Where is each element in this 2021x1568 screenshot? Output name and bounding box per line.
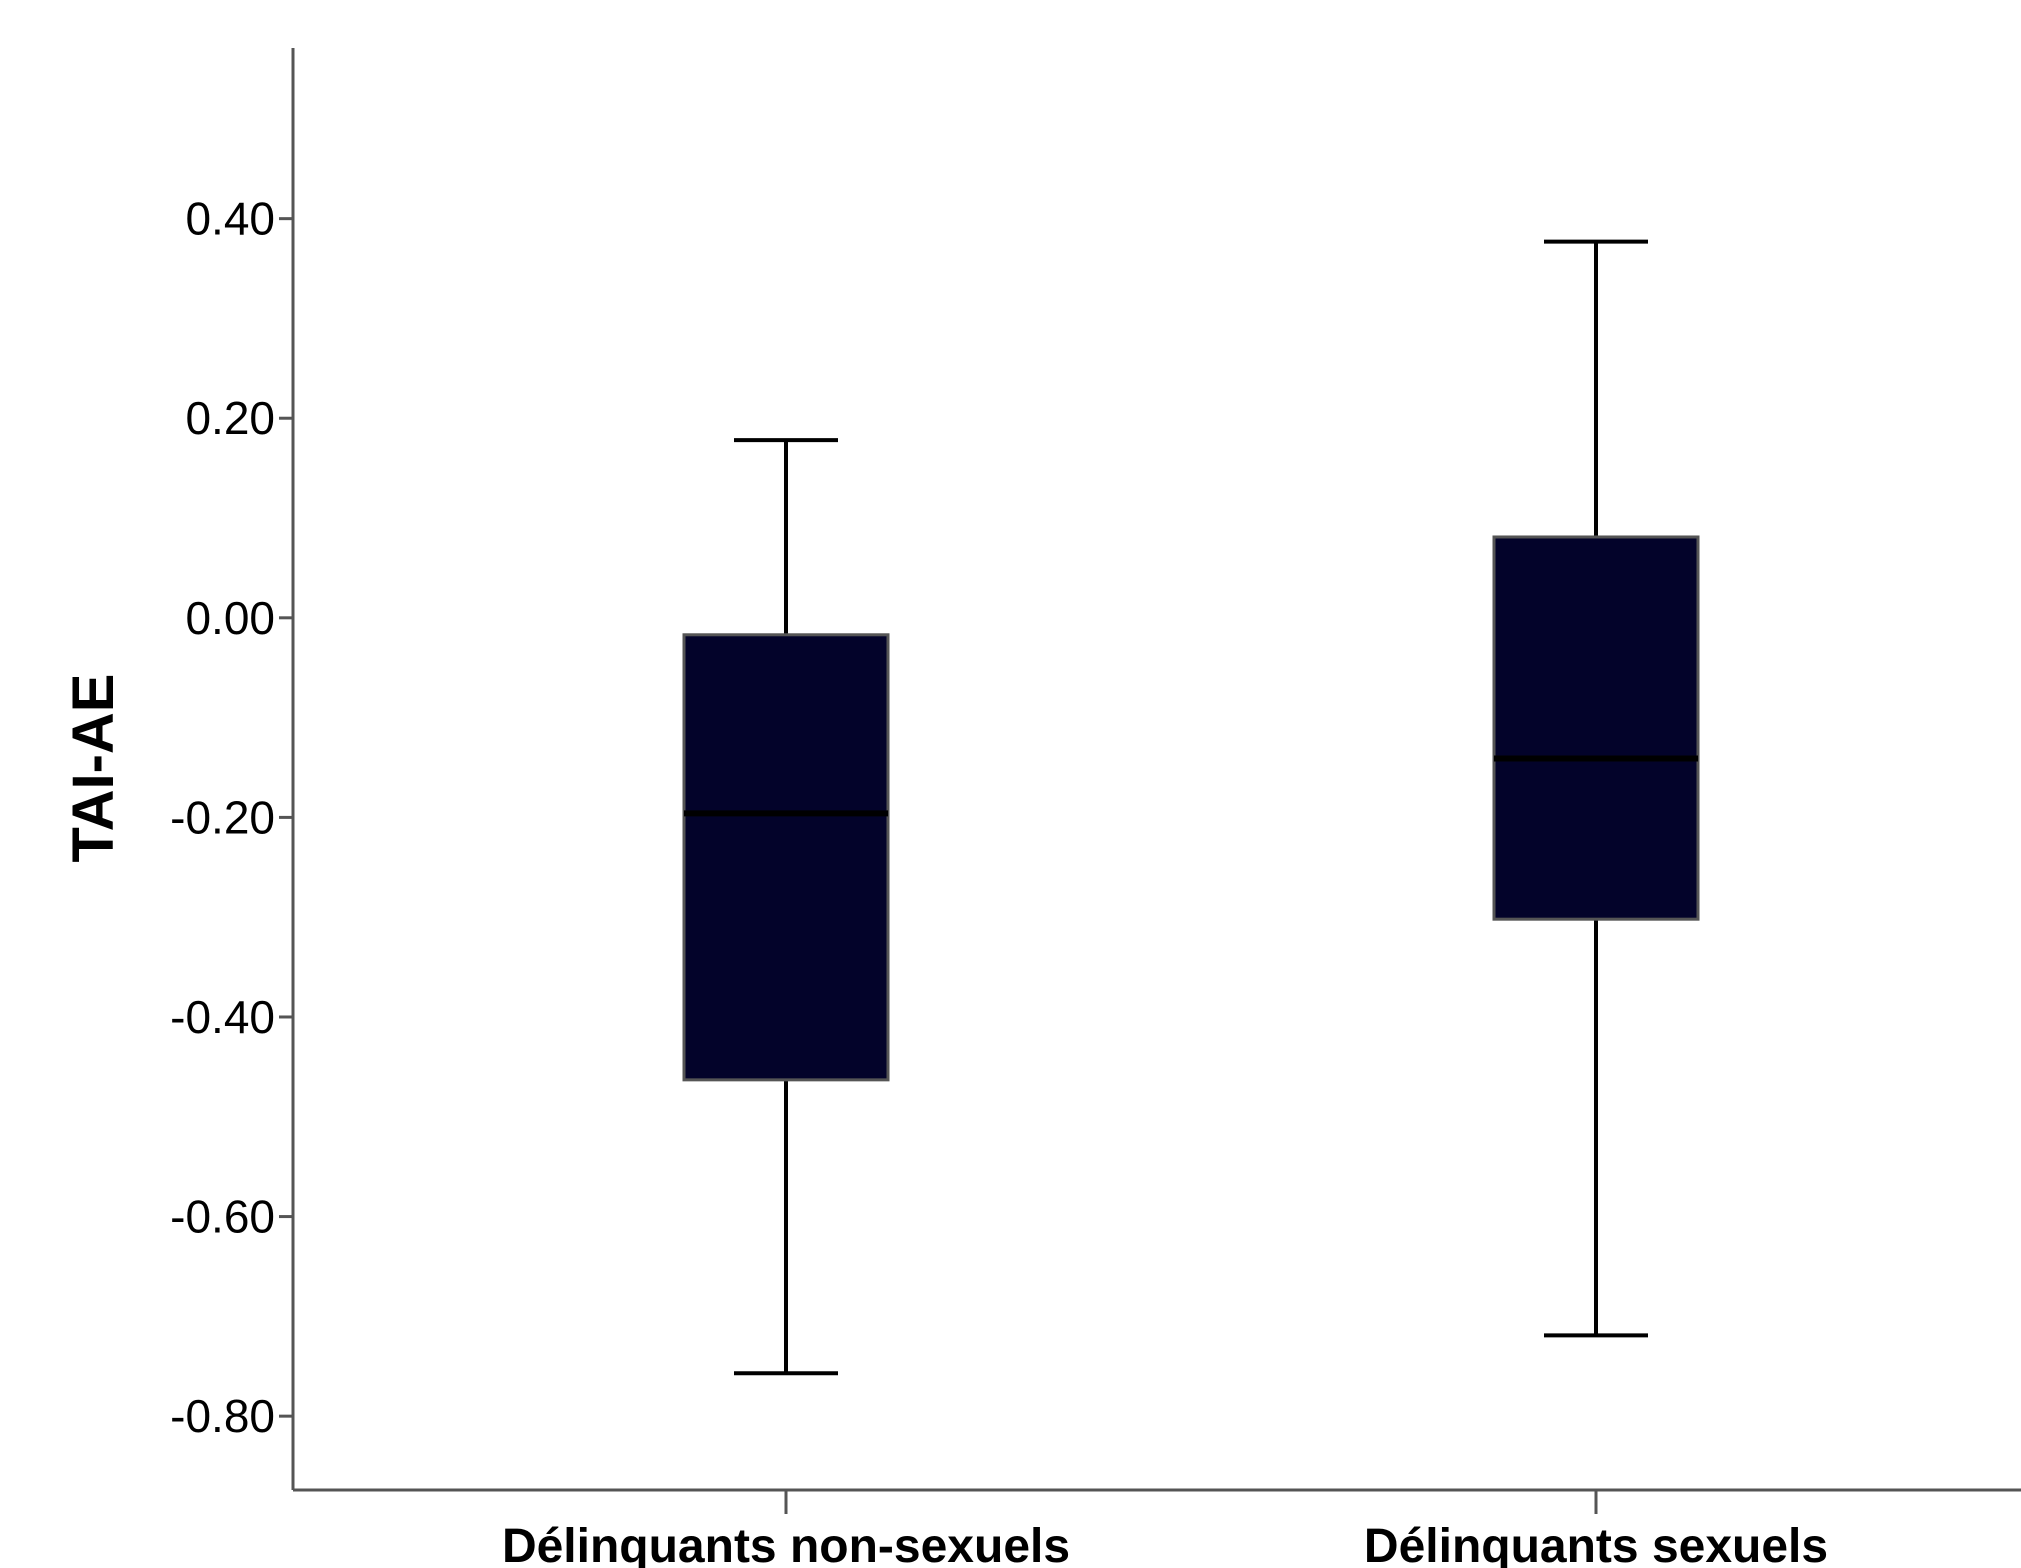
y-tick-label: -0.40 — [170, 991, 275, 1043]
iqr-box — [1492, 535, 1700, 921]
x-ticks: Délinquants non-sexuels Délinquants sexue… — [502, 1490, 1828, 1568]
y-tick-label: 0.20 — [185, 392, 275, 444]
box-group — [682, 438, 890, 1376]
boxes — [682, 239, 1700, 1376]
y-tick-label: -0.80 — [170, 1390, 275, 1442]
y-tick-label: -0.20 — [170, 791, 275, 843]
y-tick-label: 0.00 — [185, 592, 275, 644]
iqr-box — [682, 633, 890, 1082]
y-tick-label: -0.60 — [170, 1191, 275, 1243]
box-group — [1492, 239, 1700, 1338]
x-category-label: Délinquants non-sexuels — [502, 1520, 1070, 1568]
x-category-label: Délinquants sexuels — [1364, 1520, 1828, 1568]
y-tick-label: 0.40 — [185, 193, 275, 245]
y-ticks: 0.40 0.20 0.00 -0.20 -0.40 -0.60 -0.80 — [170, 193, 293, 1442]
y-axis-title: TAI-AE — [61, 673, 126, 862]
axes — [291, 48, 2021, 1492]
